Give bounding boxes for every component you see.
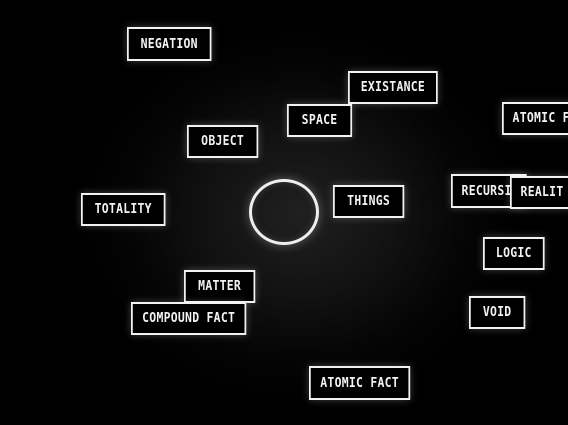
word-space[interactable]: SPACE	[287, 104, 353, 137]
word-object[interactable]: OBJECT	[187, 125, 259, 158]
word-reality[interactable]: REALIT	[510, 176, 568, 209]
word-totality[interactable]: TOTALITY	[81, 193, 166, 226]
word-things[interactable]: THINGS	[333, 185, 405, 218]
word-existance[interactable]: EXISTANCE	[348, 71, 438, 104]
center-ring[interactable]	[249, 179, 319, 245]
word-logic[interactable]: LOGIC	[483, 237, 545, 270]
word-negation[interactable]: NEGATION	[127, 27, 212, 61]
word-matter[interactable]: MATTER	[184, 270, 256, 303]
word-compound-fact[interactable]: COMPOUND FACT	[131, 302, 247, 335]
word-atomic-fact[interactable]: ATOMIC FACT	[309, 366, 411, 400]
word-atomic-fact-edge[interactable]: ATOMIC F	[502, 102, 568, 135]
word-void[interactable]: VOID	[469, 296, 526, 329]
